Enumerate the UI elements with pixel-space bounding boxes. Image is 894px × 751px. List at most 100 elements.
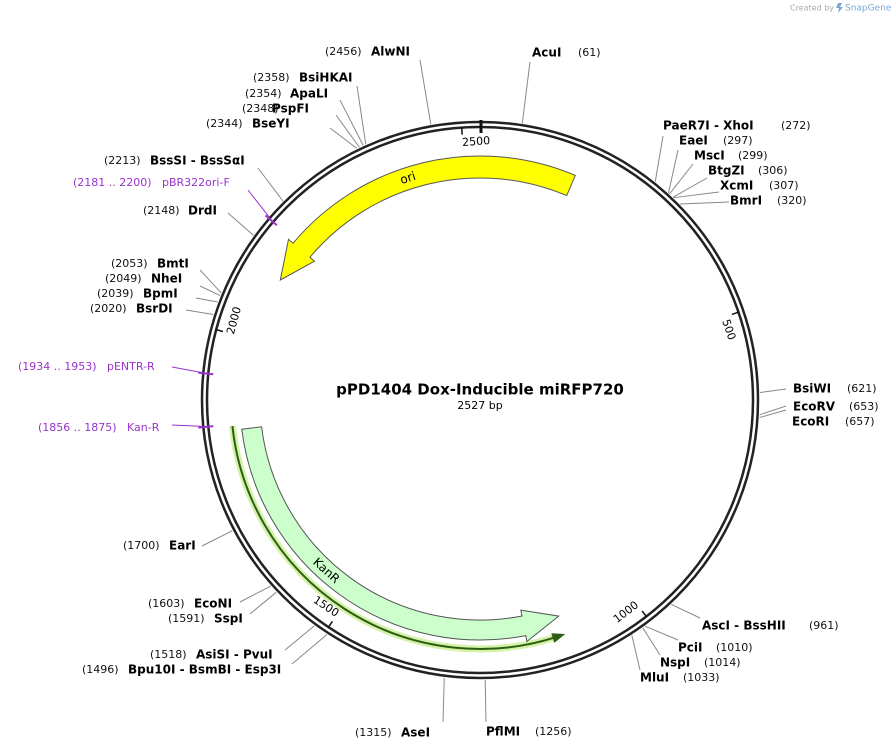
primer-mark [264, 214, 278, 226]
leader-line [239, 585, 271, 603]
leader-line [759, 409, 787, 419]
site-position: (307) [769, 179, 799, 192]
leader-line [654, 135, 664, 182]
site-labels: (2456) AlwNI (61) AcuI (2358) BsiHKAI (2354) Ap… [18, 45, 879, 740]
site-position: (2053) [111, 257, 148, 270]
site-name: XcmI [720, 179, 753, 193]
feature-label: ori [398, 169, 417, 187]
site-name: NspI [660, 656, 690, 670]
site-position: (1315) [355, 726, 392, 739]
leader-line [291, 634, 328, 665]
site-name: BsrDI [136, 302, 173, 316]
site-name: DrdI [188, 204, 217, 218]
primer-mark [198, 371, 214, 376]
site-name: BmrI [730, 194, 762, 208]
site-name: pBR322ori-F [162, 176, 230, 189]
site-position: (2181 .. 2200) [73, 176, 152, 189]
site-name: EarI [169, 539, 196, 553]
site-position: (2354) [245, 87, 282, 100]
map-size: 2527 bp [457, 399, 502, 412]
leader-line [419, 59, 432, 125]
site-name: AsiSI - PvuI [196, 648, 273, 662]
leader-line [329, 127, 358, 149]
leader-line [521, 61, 531, 124]
site-name: SspI [214, 612, 243, 626]
site-name: BsiWI [793, 382, 831, 396]
site-name: EcoRV [793, 400, 836, 414]
site-name: NheI [151, 272, 182, 286]
leader-line [679, 201, 730, 205]
ring-tick [641, 610, 648, 618]
site-position: (1518) [150, 648, 187, 661]
leader-line [672, 177, 708, 198]
leader-line [759, 388, 787, 394]
leader-lines [171, 59, 787, 723]
leader-line [284, 625, 315, 651]
site-name: BssSI - BssSαI [150, 154, 245, 168]
site-name: AcuI [532, 46, 561, 60]
ring-tick-label: 2500 [462, 134, 491, 149]
site-position: (2456) [325, 45, 362, 58]
leader-line [759, 405, 787, 416]
leader-line [199, 269, 222, 294]
site-name: BseYI [252, 117, 290, 131]
site-name: EcoNI [194, 597, 232, 611]
site-position: (1010) [716, 641, 753, 654]
site-name: PflMI [486, 725, 520, 739]
leader-line [667, 149, 679, 194]
site-name: MscI [694, 149, 725, 163]
leader-line [484, 679, 487, 723]
site-position: (2358) [253, 71, 290, 84]
primer-mark [198, 425, 214, 429]
site-name: pENTR-R [107, 360, 155, 373]
site-name: EcoRI [792, 415, 829, 429]
leader-line [671, 604, 701, 619]
leader-line [642, 627, 661, 656]
site-position: (657) [845, 415, 875, 428]
site-name: AseI [401, 726, 430, 740]
leader-line [247, 189, 274, 223]
site-position: (272) [781, 119, 811, 132]
site-name: MluI [640, 671, 669, 685]
site-name: AscI - BssHII [702, 619, 786, 633]
site-position: (621) [847, 382, 877, 395]
site-position: (2213) [104, 154, 141, 167]
site-name: Bpu10I - BsmBI - Esp3I [128, 663, 281, 677]
site-name: Kan-R [127, 421, 160, 434]
site-name: EaeI [679, 134, 708, 148]
site-position: (297) [723, 134, 753, 147]
site-position: (299) [738, 149, 768, 162]
leader-line [257, 167, 284, 202]
site-position: (1856 .. 1875) [38, 421, 117, 434]
ring-tick [731, 311, 740, 316]
leader-line [199, 285, 221, 296]
site-position: (1700) [123, 539, 160, 552]
site-position: (1934 .. 1953) [18, 360, 97, 373]
site-position: (2348) [242, 102, 279, 115]
site-position: (1033) [683, 671, 720, 684]
leader-line [195, 297, 218, 303]
site-position: (1496) [82, 663, 119, 676]
site-name: PspFI [272, 102, 309, 116]
site-position: (306) [758, 164, 788, 177]
map-title: pPD1404 Dox-Inducible miRFP720 [336, 381, 624, 399]
leader-line [442, 677, 445, 723]
leader-line [356, 85, 367, 145]
site-position: (653) [849, 400, 879, 413]
credit-brand: SnapGene [845, 4, 892, 14]
site-position: (2049) [105, 272, 142, 285]
site-position: (1256) [535, 725, 572, 738]
site-position: (961) [809, 619, 839, 632]
leader-line [339, 99, 364, 146]
site-position: (2039) [97, 287, 134, 300]
leader-line [249, 591, 277, 615]
orf-line [231, 425, 558, 650]
site-position: (1603) [148, 597, 185, 610]
site-position: (2344) [206, 117, 243, 130]
credit-prefix: Created by [790, 4, 834, 13]
brand-icon [836, 3, 843, 13]
site-name: PaeR7I - XhoI [663, 119, 754, 133]
